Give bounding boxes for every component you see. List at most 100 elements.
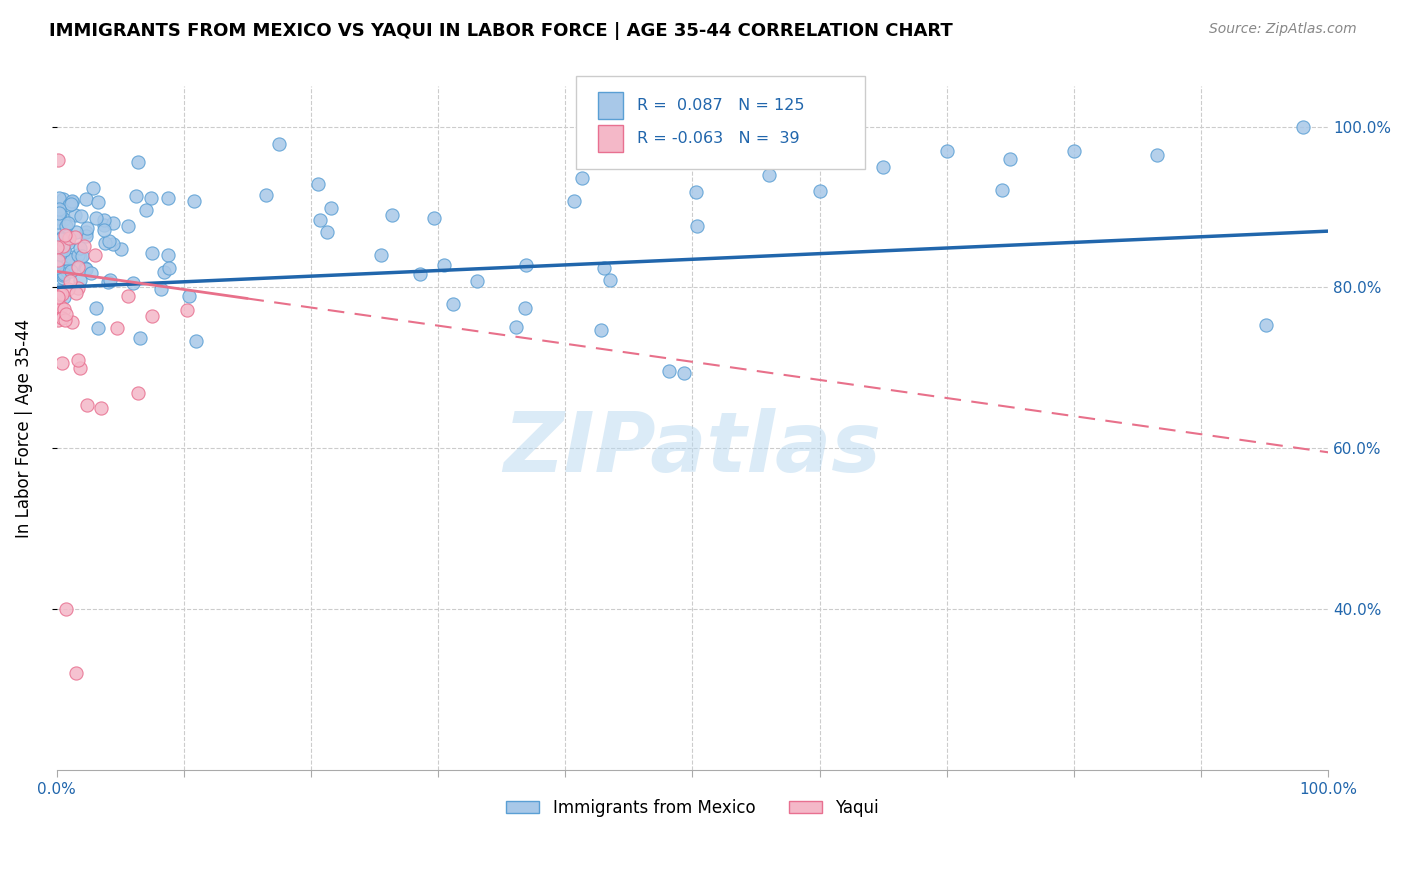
Point: [46, 211, 69, 226]
Point: [52, 265, 75, 279]
Point: [58, 282, 80, 296]
Point: [141, 309, 163, 323]
Point: [59, 197, 82, 211]
Point: [94, 236, 117, 251]
Point: [59, 264, 82, 278]
Point: [66, 260, 89, 274]
Point: [73, 239, 96, 253]
Point: [93, 212, 115, 227]
Point: [562, 194, 585, 208]
Point: [65, 230, 87, 244]
Point: [75, 229, 97, 244]
Point: [51, 356, 73, 370]
Point: [370, 247, 392, 261]
Point: [56, 252, 79, 266]
Point: [48, 191, 70, 205]
Point: [1146, 148, 1168, 162]
Point: [58, 231, 80, 245]
Point: [48, 221, 70, 235]
Point: [51, 192, 73, 206]
Point: [58, 216, 80, 230]
Point: [48, 202, 70, 217]
Point: [80, 266, 103, 280]
Point: [872, 160, 894, 174]
Point: [309, 213, 332, 227]
Point: [117, 288, 139, 302]
Y-axis label: In Labor Force | Age 35-44: In Labor Force | Age 35-44: [15, 318, 32, 538]
Point: [177, 289, 200, 303]
Point: [55, 307, 77, 321]
Point: [60, 250, 83, 264]
Text: R = -0.063   N =  39: R = -0.063 N = 39: [637, 131, 800, 145]
Point: [52, 267, 75, 281]
Point: [60, 315, 83, 329]
Point: [381, 208, 404, 222]
Point: [183, 194, 205, 208]
Point: [65, 666, 87, 681]
Point: [98, 234, 121, 248]
Point: [58, 198, 80, 212]
Point: [149, 282, 172, 296]
Point: [53, 290, 76, 304]
Point: [52, 270, 75, 285]
Point: [127, 154, 149, 169]
Point: [1254, 318, 1277, 332]
Point: [75, 225, 97, 239]
Point: [808, 184, 831, 198]
Point: [48, 246, 70, 260]
Point: [991, 183, 1014, 197]
Point: [60, 194, 83, 209]
Point: [46, 253, 69, 268]
Point: [56, 254, 79, 268]
Point: [53, 301, 76, 316]
Point: [513, 301, 536, 316]
Point: [571, 171, 593, 186]
Point: [98, 272, 121, 286]
Point: [432, 258, 454, 272]
Point: [56, 228, 79, 243]
Point: [55, 219, 77, 233]
Point: [135, 202, 157, 217]
Point: [76, 398, 98, 412]
Point: [935, 144, 957, 158]
Point: [49, 206, 72, 220]
Point: [49, 231, 72, 245]
Point: [69, 241, 91, 255]
Point: [122, 276, 145, 290]
Point: [75, 262, 97, 277]
Point: [316, 226, 339, 240]
Point: [56, 233, 79, 247]
Point: [129, 331, 152, 345]
Text: ZIPatlas: ZIPatlas: [503, 409, 882, 489]
Point: [152, 264, 174, 278]
Point: [589, 323, 612, 337]
Point: [46, 267, 69, 281]
Point: [505, 320, 527, 334]
Point: [84, 248, 107, 262]
Point: [60, 195, 83, 210]
Point: [52, 211, 75, 226]
Point: [65, 285, 87, 300]
Point: [56, 235, 79, 250]
Point: [55, 602, 77, 616]
Point: [156, 191, 179, 205]
Point: [48, 303, 70, 318]
Point: [52, 268, 75, 282]
Point: [423, 211, 446, 225]
Point: [307, 177, 329, 191]
Text: R =  0.087   N = 125: R = 0.087 N = 125: [637, 98, 804, 112]
Point: [319, 201, 342, 215]
Point: [139, 191, 162, 205]
Point: [75, 192, 97, 206]
Point: [69, 360, 91, 375]
Point: [51, 311, 73, 326]
Point: [84, 301, 107, 316]
Point: [53, 313, 76, 327]
Point: [101, 216, 124, 230]
Point: [156, 248, 179, 262]
Point: [465, 274, 488, 288]
Point: [87, 320, 110, 334]
Point: [66, 281, 89, 295]
Point: [49, 235, 72, 250]
Point: [103, 236, 125, 251]
